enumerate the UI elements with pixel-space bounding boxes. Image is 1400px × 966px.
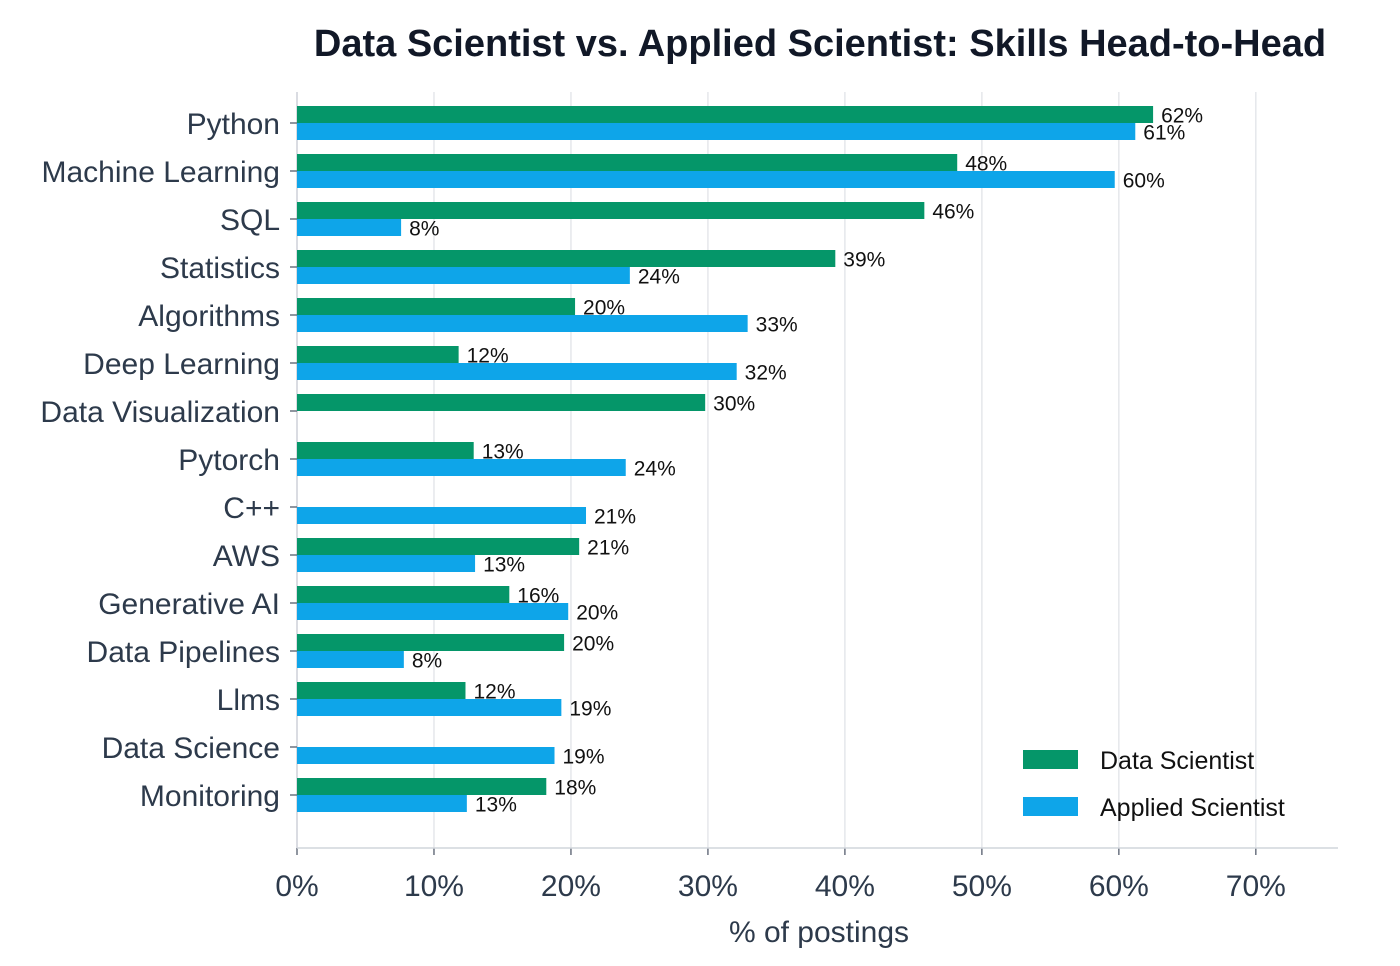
category-label: AWS: [213, 540, 280, 573]
category-label: Data Science: [102, 732, 280, 765]
bars: [297, 106, 1154, 812]
category-labels: Python Machine Learning SQL Statistics Algor…: [40, 108, 280, 813]
x-tick-labels: 0% 10% 20% 30% 40% 50% 60% 70%: [275, 870, 1286, 903]
legend[interactable]: Data Scientist Applied Scientist: [1023, 747, 1285, 822]
category-label: Python: [187, 108, 280, 141]
data-label: 13%: [482, 441, 524, 464]
bar-applied-scientist[interactable]: [297, 555, 476, 572]
bar-applied-scientist[interactable]: [297, 699, 562, 716]
bar-applied-scientist[interactable]: [297, 315, 748, 332]
category-label: Llms: [217, 684, 280, 717]
bar-applied-scientist[interactable]: [297, 747, 555, 764]
data-label: 39%: [843, 249, 885, 272]
data-label: 20%: [572, 633, 614, 656]
category-label: SQL: [220, 204, 280, 237]
bar-data-scientist[interactable]: [297, 298, 576, 315]
x-tick-label: 60%: [1089, 870, 1149, 903]
x-tick-label: 70%: [1226, 870, 1286, 903]
data-label: 8%: [412, 650, 442, 673]
legend-swatch-applied-scientist: [1023, 797, 1078, 816]
bar-data-scientist[interactable]: [297, 250, 836, 267]
data-label: 24%: [638, 266, 680, 289]
bar-data-scientist[interactable]: [297, 682, 466, 699]
bar-data-scientist[interactable]: [297, 778, 547, 795]
bar-data-scientist[interactable]: [297, 634, 565, 651]
data-label: 48%: [965, 153, 1007, 176]
data-label: 20%: [583, 297, 625, 320]
bar-applied-scientist[interactable]: [297, 603, 569, 620]
bar-applied-scientist[interactable]: [297, 795, 467, 812]
bar-applied-scientist[interactable]: [297, 651, 404, 668]
data-label: 61%: [1143, 122, 1185, 145]
data-label: 19%: [563, 746, 605, 769]
chart-title: Data Scientist vs. Applied Scientist: Sk…: [314, 23, 1326, 65]
data-label: 19%: [569, 698, 611, 721]
bar-data-scientist[interactable]: [297, 442, 474, 459]
bar-applied-scientist[interactable]: [297, 171, 1115, 188]
data-label: 16%: [517, 585, 559, 608]
bar-applied-scientist[interactable]: [297, 363, 737, 380]
category-label: Generative AI: [98, 588, 280, 621]
bar-data-scientist[interactable]: [297, 394, 706, 411]
category-label: Data Pipelines: [87, 636, 280, 669]
data-label: 32%: [745, 362, 787, 385]
category-label: Pytorch: [178, 444, 280, 477]
data-label: 18%: [554, 777, 596, 800]
x-tick-label: 10%: [404, 870, 464, 903]
bar-data-scientist[interactable]: [297, 346, 459, 363]
data-label: 8%: [409, 218, 439, 241]
x-axis-title: % of postings: [729, 916, 909, 949]
category-label: Deep Learning: [83, 348, 280, 381]
bar-applied-scientist[interactable]: [297, 219, 402, 236]
data-label: 13%: [483, 554, 525, 577]
legend-label: Applied Scientist: [1100, 794, 1285, 822]
category-label: Algorithms: [138, 300, 280, 333]
category-label: Machine Learning: [42, 156, 281, 189]
data-label: 60%: [1123, 170, 1165, 193]
value-labels: 62%61% 48% 60% 46% 8% 39% 24% 20% 33% 12% 32% 30% 13…: [409, 105, 1203, 817]
category-label: Monitoring: [140, 780, 280, 813]
x-tick-label: 0%: [275, 870, 318, 903]
data-label: 13%: [475, 794, 517, 817]
data-label: 33%: [756, 314, 798, 337]
data-label: 24%: [634, 458, 676, 481]
data-label: 46%: [932, 201, 974, 224]
category-label: C++: [223, 492, 280, 525]
data-label: 62%: [1161, 105, 1203, 128]
bar-applied-scientist[interactable]: [297, 123, 1136, 140]
x-tick-label: 30%: [678, 870, 738, 903]
x-tick-label: 50%: [952, 870, 1012, 903]
bar-applied-scientist[interactable]: [297, 507, 587, 524]
bar-data-scientist[interactable]: [297, 106, 1154, 123]
bar-applied-scientist[interactable]: [297, 267, 630, 284]
bar-applied-scientist[interactable]: [297, 459, 626, 476]
category-label: Statistics: [160, 252, 280, 285]
bar-data-scientist[interactable]: [297, 586, 510, 603]
bar-data-scientist[interactable]: [297, 154, 958, 171]
legend-swatch-data-scientist: [1023, 750, 1078, 769]
data-label: 30%: [713, 393, 755, 416]
bar-data-scientist[interactable]: [297, 538, 580, 555]
data-label: 12%: [467, 345, 509, 368]
data-label: 20%: [576, 602, 618, 625]
data-label: 12%: [473, 681, 515, 704]
data-label: 21%: [594, 506, 636, 529]
x-tick-label: 20%: [541, 870, 601, 903]
bar-data-scientist[interactable]: [297, 202, 925, 219]
legend-label: Data Scientist: [1100, 747, 1254, 775]
category-label: Data Visualization: [40, 396, 280, 429]
x-tick-label: 40%: [815, 870, 875, 903]
data-label: 21%: [587, 537, 629, 560]
